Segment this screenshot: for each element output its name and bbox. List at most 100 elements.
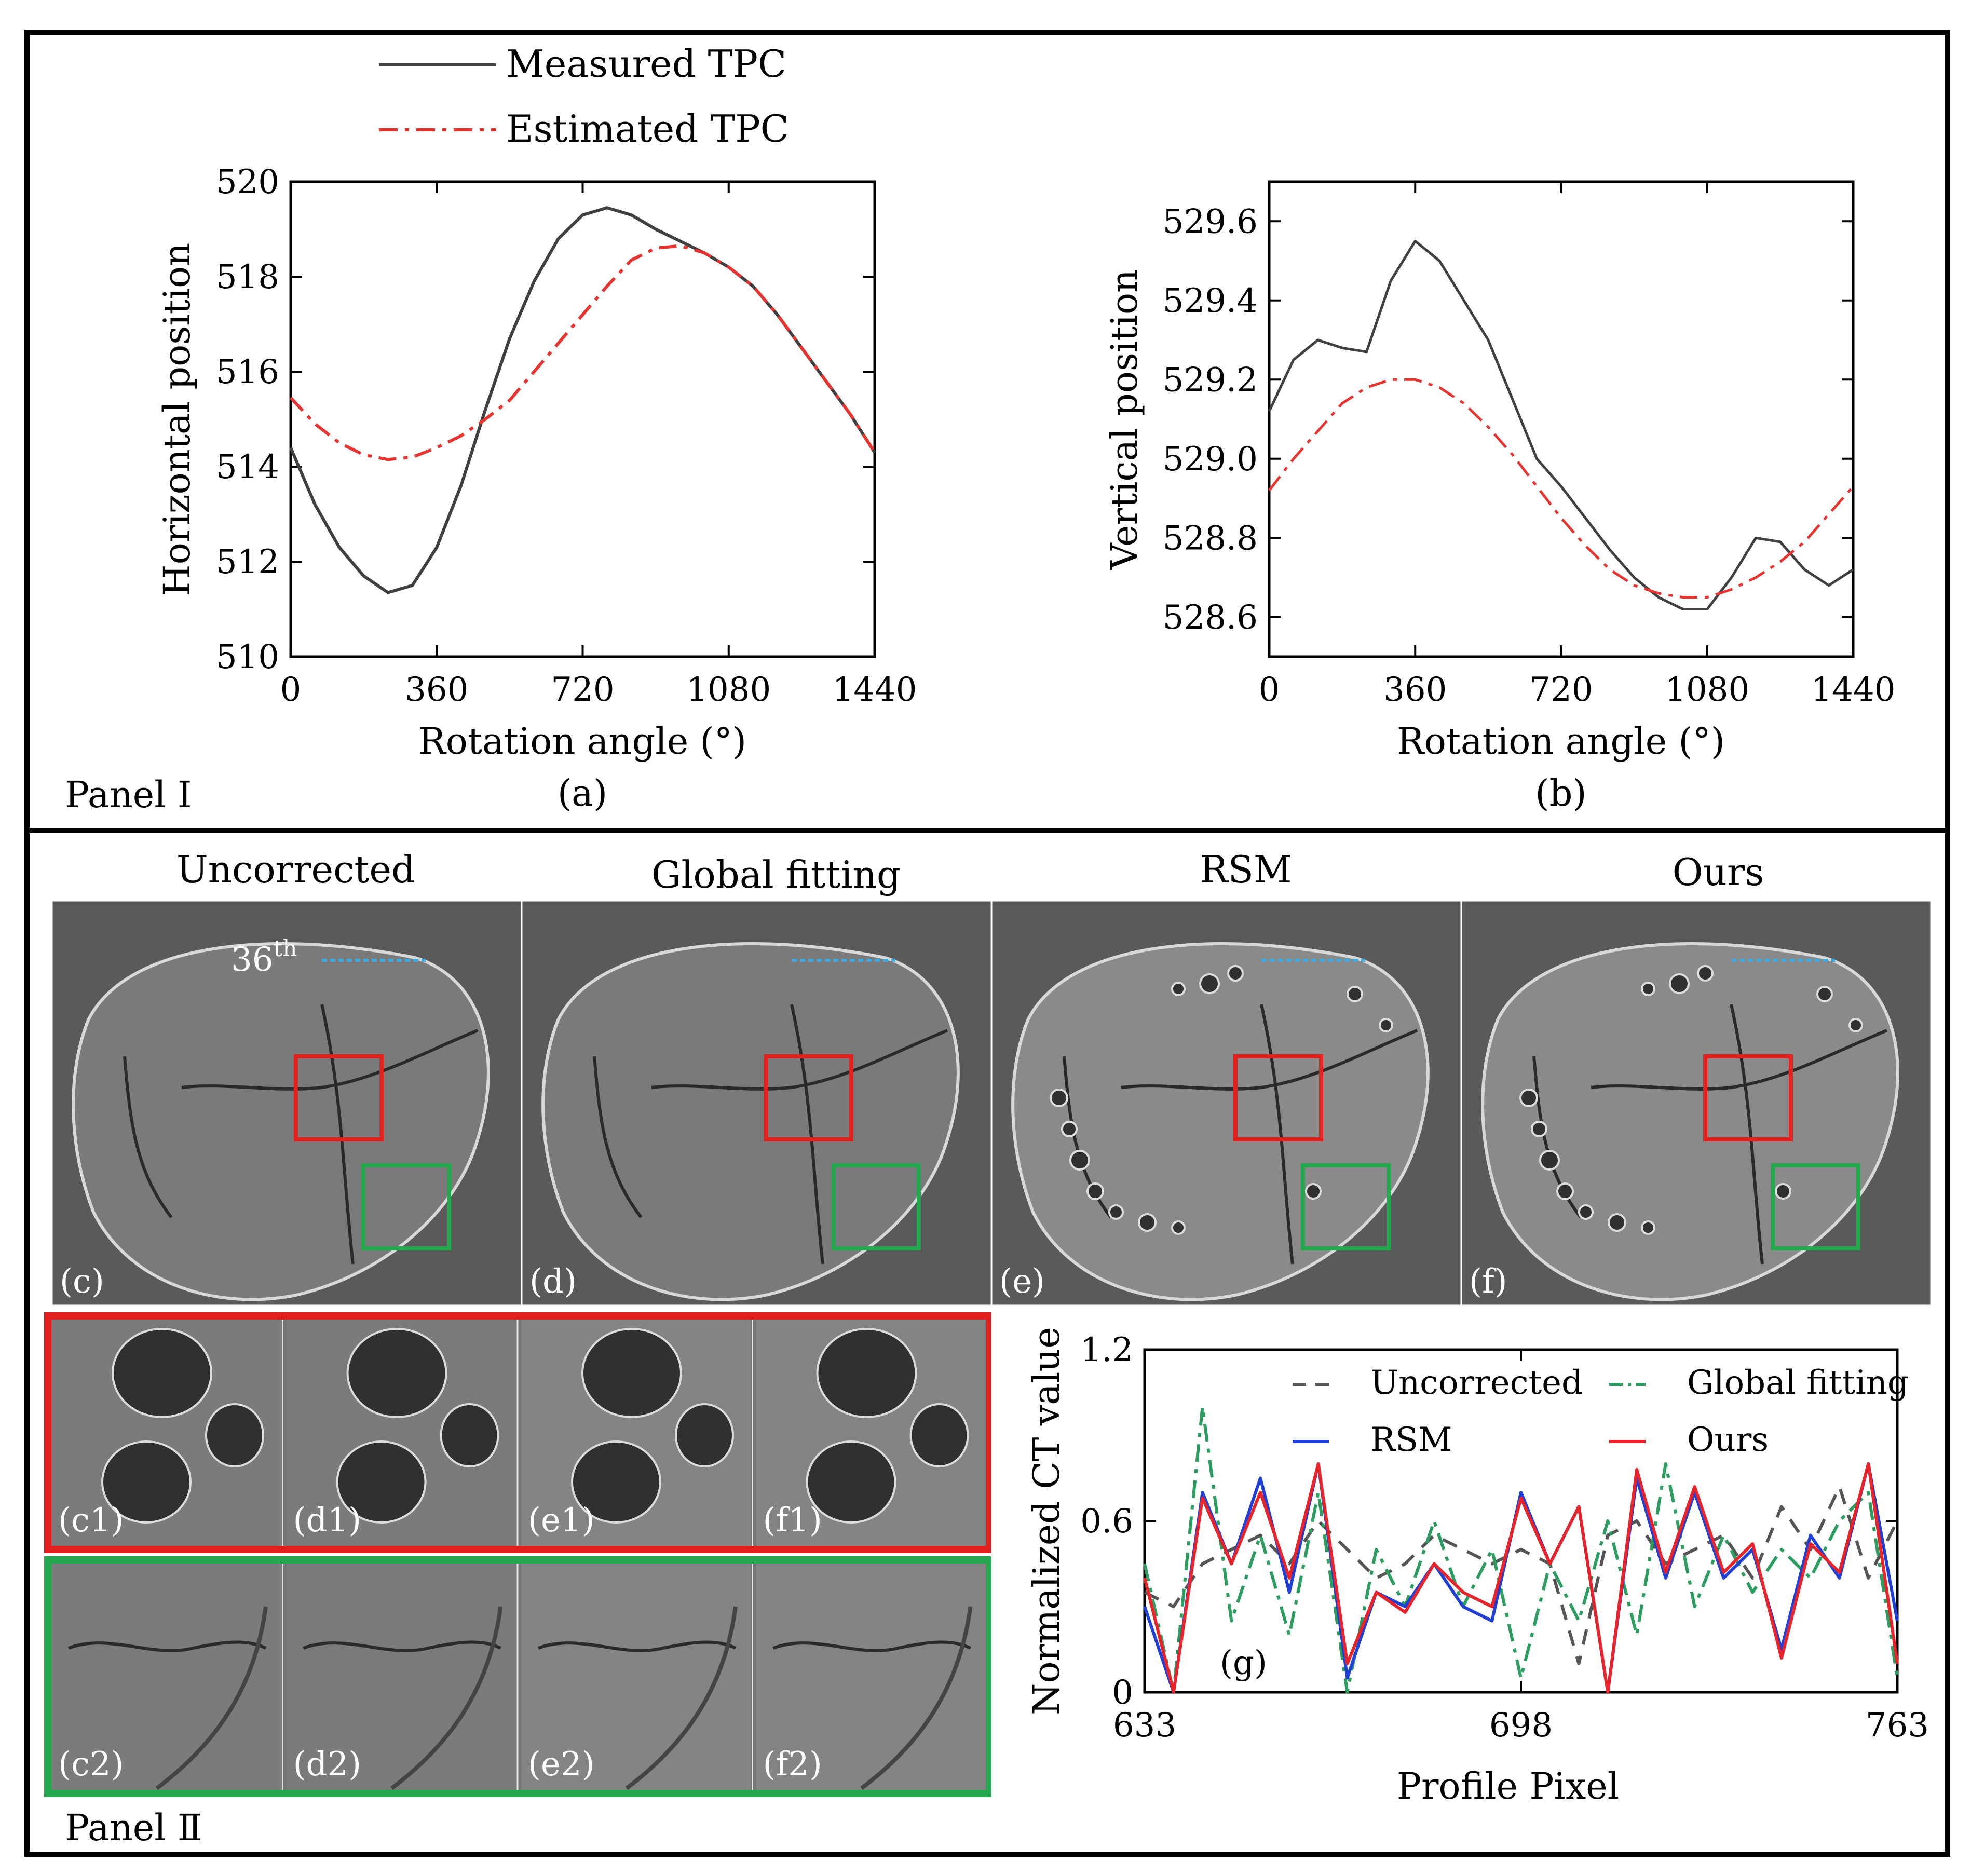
zoom-edge bbox=[390, 1606, 503, 1790]
panel-1-label: Panel Ⅰ bbox=[65, 773, 192, 816]
ct-sample bbox=[72, 942, 490, 1301]
chart-b-ylabel: Vertical position bbox=[1103, 269, 1146, 570]
green-roi-box bbox=[1301, 1163, 1391, 1250]
ct-image-uncorrected: (c)36th bbox=[51, 900, 523, 1307]
y-tick-label: 529.4 bbox=[1163, 282, 1258, 320]
zoom-pore bbox=[112, 1328, 212, 1418]
zoom-edge bbox=[860, 1606, 973, 1790]
series-line-measured-tpc bbox=[289, 206, 876, 594]
x-tick-label: 0 bbox=[1259, 671, 1280, 709]
zoom-edge bbox=[625, 1606, 738, 1790]
zoom-pore bbox=[101, 1440, 192, 1524]
zoom-pore bbox=[675, 1403, 734, 1467]
red-roi-box bbox=[294, 1054, 384, 1141]
y-tick-label: 529.2 bbox=[1163, 361, 1258, 399]
red-roi-box bbox=[764, 1054, 853, 1141]
x-tick-label: 1440 bbox=[833, 671, 917, 709]
ct-image-label: (d) bbox=[529, 1262, 577, 1301]
ct-pore bbox=[1608, 1213, 1626, 1232]
chart-a-xlabel: Rotation angle (°) bbox=[418, 720, 746, 763]
legend-label-estimated: Estimated TPC bbox=[506, 107, 789, 151]
ct-crack bbox=[181, 1029, 479, 1091]
ct-pore bbox=[1775, 1183, 1791, 1200]
ct-pore bbox=[1347, 986, 1363, 1002]
chart-b: Vertical position Rotation angle (°) (b)… bbox=[1103, 180, 1895, 814]
zoom-crack bbox=[537, 1640, 737, 1652]
ct-image-global-fitting: (d) bbox=[521, 900, 993, 1307]
y-tick-label: 514 bbox=[216, 448, 279, 486]
legend-label-uncorrected: Uncorrected bbox=[1370, 1364, 1583, 1402]
ct-pore bbox=[1171, 1220, 1186, 1235]
zoom-pore bbox=[581, 1328, 682, 1418]
ct-pore bbox=[1086, 1182, 1104, 1200]
zoom-pore bbox=[346, 1328, 447, 1418]
slice-annotation-sup: th bbox=[273, 935, 297, 962]
zoom-cell: (f1) bbox=[752, 1320, 986, 1546]
method-title-ours: Ours bbox=[1673, 850, 1764, 894]
legend-label-ours: Ours bbox=[1687, 1421, 1769, 1459]
ct-pore bbox=[1578, 1204, 1594, 1220]
y-tick-label: 528.8 bbox=[1163, 519, 1258, 558]
outer-border bbox=[24, 30, 1950, 1857]
ct-crack bbox=[593, 1056, 643, 1218]
red-roi-box bbox=[1703, 1054, 1793, 1141]
zoom-cell: (c2) bbox=[51, 1564, 281, 1790]
zoom-cell: (f2) bbox=[752, 1564, 986, 1790]
zoom-crack bbox=[772, 1640, 971, 1652]
panel-2: Uncorrected Global fitting RSM Ours (c)3… bbox=[44, 848, 1932, 1849]
zoom-cell-label: (e2) bbox=[528, 1745, 595, 1784]
zoom-pore bbox=[909, 1403, 969, 1467]
ct-crack bbox=[790, 1004, 824, 1265]
ct-image-rsm: (e) bbox=[990, 900, 1462, 1307]
chart-b-caption: (b) bbox=[1535, 772, 1586, 814]
series-line-global-fitting bbox=[1143, 1405, 1899, 1694]
ct-crack bbox=[123, 1056, 173, 1218]
chart-b-xlabel: Rotation angle (°) bbox=[1397, 720, 1725, 763]
ct-image-label: (e) bbox=[999, 1262, 1045, 1301]
zoom-cell: (d1) bbox=[282, 1320, 516, 1546]
y-tick-label: 529.6 bbox=[1163, 202, 1258, 241]
legend-label-measured: Measured TPC bbox=[506, 42, 786, 86]
chart-g-xlabel: Profile Pixel bbox=[1397, 1765, 1619, 1807]
y-tick-label: 529.0 bbox=[1163, 440, 1258, 479]
zoom-cell: (e1) bbox=[516, 1320, 751, 1546]
zoom-cell-bg bbox=[521, 1564, 751, 1790]
ct-pore bbox=[1556, 1182, 1574, 1200]
zoom-pore bbox=[440, 1403, 499, 1467]
zoom-pore bbox=[571, 1440, 661, 1524]
x-tick-label: 763 bbox=[1866, 1706, 1929, 1745]
chart-g-caption: (g) bbox=[1220, 1644, 1267, 1682]
method-title-global-fitting: Global fitting bbox=[651, 853, 901, 896]
zoom-cell: (d2) bbox=[282, 1564, 516, 1790]
x-tick-label: 698 bbox=[1489, 1706, 1553, 1745]
y-tick-label: 510 bbox=[216, 638, 279, 676]
ct-pore bbox=[1050, 1089, 1068, 1107]
ct-pore bbox=[1848, 1018, 1863, 1032]
zoom-pore bbox=[806, 1440, 896, 1524]
zoom-crack bbox=[67, 1640, 267, 1652]
zoom-pore bbox=[205, 1403, 264, 1467]
chart-a-ylabel: Horizontal position bbox=[156, 243, 198, 596]
green-roi-box bbox=[1771, 1163, 1860, 1250]
ct-crack bbox=[651, 1029, 948, 1091]
zoom-cell-label: (c2) bbox=[58, 1745, 124, 1784]
y-tick-label: 528.6 bbox=[1163, 599, 1258, 637]
legend-label-global-fitting: Global fitting bbox=[1687, 1364, 1909, 1402]
legend-label-rsm: RSM bbox=[1370, 1421, 1452, 1459]
x-tick-label: 633 bbox=[1113, 1706, 1176, 1745]
x-tick-label: 0 bbox=[280, 671, 302, 709]
y-tick-label: 518 bbox=[216, 258, 279, 296]
ct-image-label: (c) bbox=[60, 1262, 104, 1301]
series-line-estimated-tpc bbox=[1268, 378, 1854, 599]
ct-pore bbox=[1669, 973, 1690, 994]
ct-pore bbox=[1069, 1150, 1090, 1171]
green-zoom-row: (c2) (d2) (e2) (f2) bbox=[51, 1564, 986, 1790]
ct-pore bbox=[1379, 1018, 1393, 1032]
zoom-pore bbox=[336, 1440, 427, 1524]
ct-pore bbox=[1108, 1204, 1124, 1220]
chart-a-caption: (a) bbox=[558, 772, 607, 814]
y-tick-label: 516 bbox=[216, 353, 279, 391]
ct-pore bbox=[1227, 965, 1244, 982]
x-tick-label: 1080 bbox=[686, 671, 771, 709]
